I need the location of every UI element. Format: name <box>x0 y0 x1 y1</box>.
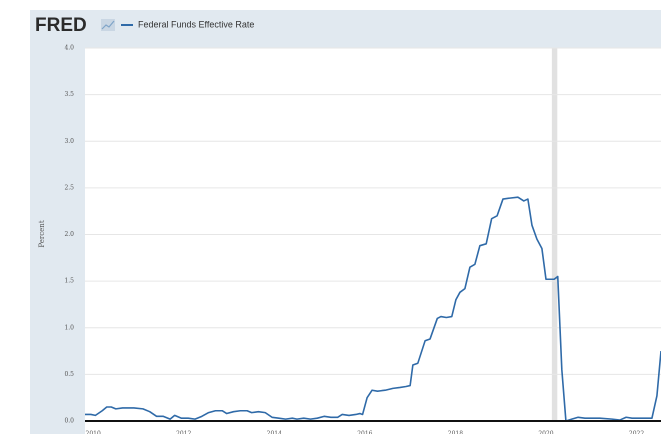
y-axis-label: Percent <box>38 220 46 247</box>
y-tick-label: 3.5 <box>64 91 74 98</box>
series-line <box>85 196 661 422</box>
y-tick-label: 2.5 <box>64 184 74 191</box>
y-tick-label: 0.5 <box>64 371 74 378</box>
legend-label: Federal Funds Effective Rate <box>138 19 254 29</box>
y-tick-label: 4.0 <box>64 45 74 52</box>
logo-icon <box>101 19 115 31</box>
logo: FRED <box>35 15 87 36</box>
x-tick-label: 2022 <box>629 431 644 434</box>
x-tick-label: 2012 <box>176 431 191 434</box>
x-tick-label: 2020 <box>538 431 553 434</box>
y-tick-label: 2.0 <box>64 231 74 238</box>
y-tick-label: 3.0 <box>64 138 74 145</box>
x-tick-label: 2010 <box>86 431 101 434</box>
x-tick-label: 2016 <box>357 431 372 434</box>
y-tick-label: 0.0 <box>64 418 74 425</box>
x-tick-label: 2018 <box>448 431 463 434</box>
y-tick-label: 1.0 <box>64 324 74 331</box>
plot-area <box>85 48 661 434</box>
y-tick-label: 1.5 <box>64 278 74 285</box>
x-tick-label: 2014 <box>267 431 282 434</box>
